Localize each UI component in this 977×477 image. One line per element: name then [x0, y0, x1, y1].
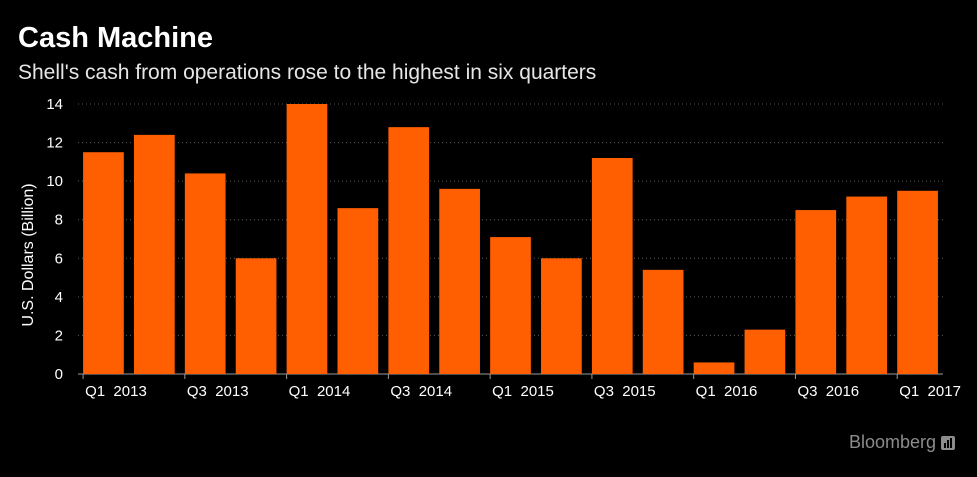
bar-q3-2013: [184, 173, 226, 374]
x-tick-label: Q1 2014: [289, 383, 351, 400]
y-tick-label: 14: [46, 96, 63, 113]
x-tick-label: Q3 2015: [594, 383, 656, 400]
source-credit: Bloomberg: [849, 432, 955, 453]
bar-q4-2015: [642, 269, 684, 374]
y-tick-label: 6: [55, 250, 63, 267]
bars: [83, 104, 938, 374]
bar-q1-2016: [693, 362, 735, 374]
y-tick-label: 0: [55, 366, 63, 383]
x-tick-label: Q1 2015: [492, 383, 554, 400]
chart-subtitle: Shell's cash from operations rose to the…: [18, 61, 597, 84]
bar-q3-2016: [795, 210, 837, 374]
x-axis-ticks: Q1 2013 Q3 2013 Q1 2014 Q3 2014 Q1 2015 Q3 20…: [82, 374, 961, 400]
y-tick-label: 10: [46, 173, 63, 190]
bar-q3-2015: [591, 158, 633, 374]
bar-q2-2013: [133, 134, 175, 374]
bar-q3-2014: [388, 127, 430, 374]
y-axis-ticks: 0 2 4 6 8 10 12 14: [46, 96, 63, 383]
source-label: Bloomberg: [848, 432, 936, 452]
bar-q1-2013: [83, 152, 124, 374]
bloomberg-chart-icon: [941, 435, 955, 450]
bar-q4-2016: [846, 196, 888, 374]
y-tick-label: 12: [46, 135, 63, 152]
x-tick-label: Q1 2017: [899, 383, 961, 400]
x-tick-label: Q3 2014: [390, 383, 452, 400]
bar-q1-2017: [897, 190, 938, 374]
bar-q1-2015: [490, 237, 531, 374]
x-tick-label: Q3 2013: [187, 383, 249, 400]
bar-q2-2014: [337, 208, 379, 374]
y-tick-label: 4: [55, 289, 63, 306]
x-tick-label: Q1 2013: [85, 383, 147, 400]
bar-q4-2013: [235, 258, 277, 374]
bar-q2-2015: [541, 258, 582, 374]
chart-title: Cash Machine: [18, 22, 213, 54]
x-tick-label: Q1 2016: [696, 383, 758, 400]
bar-q1-2014: [286, 104, 328, 374]
bar-q4-2014: [439, 188, 480, 374]
y-tick-label: 8: [55, 212, 63, 229]
y-axis-label: U.S. Dollars (Billion): [20, 183, 37, 326]
bar-q2-2016: [744, 329, 786, 374]
y-tick-label: 2: [55, 327, 63, 344]
x-tick-label: Q3 2016: [797, 383, 859, 400]
